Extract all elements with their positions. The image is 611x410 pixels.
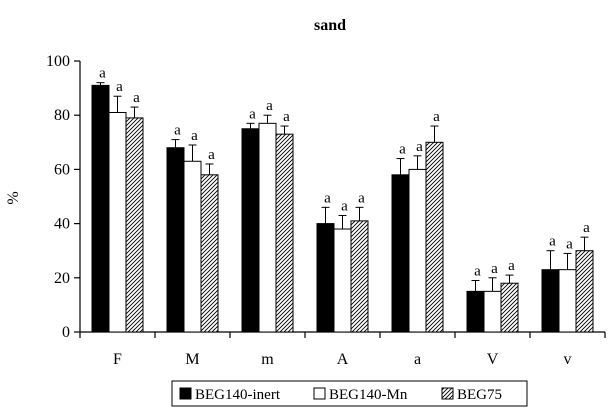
significance-label: a bbox=[508, 258, 515, 274]
bar bbox=[558, 269, 577, 333]
significance-label: a bbox=[416, 139, 423, 155]
y-tick-label: 60 bbox=[54, 161, 70, 178]
x-tick-label: v bbox=[564, 351, 572, 368]
significance-label: a bbox=[249, 106, 256, 122]
bar bbox=[258, 122, 277, 333]
bar bbox=[391, 174, 410, 333]
significance-label: a bbox=[116, 79, 123, 95]
bar bbox=[316, 223, 335, 333]
bar bbox=[575, 250, 594, 333]
bar bbox=[425, 141, 444, 333]
y-tick-label: 100 bbox=[46, 53, 70, 70]
significance-label: a bbox=[99, 66, 106, 82]
legend-label: BEG140-Mn bbox=[329, 387, 408, 403]
bar bbox=[183, 160, 202, 333]
significance-label: a bbox=[341, 198, 348, 214]
legend-swatch bbox=[441, 387, 454, 400]
y-axis-label: % bbox=[5, 191, 22, 204]
bar bbox=[91, 84, 110, 333]
x-tick-label: a bbox=[414, 351, 421, 368]
significance-label: a bbox=[399, 142, 406, 158]
bar bbox=[466, 290, 485, 333]
bar bbox=[241, 128, 260, 333]
chart-title: sand bbox=[314, 17, 346, 34]
bar bbox=[200, 174, 219, 333]
significance-label: a bbox=[324, 190, 331, 206]
y-tick-label: 80 bbox=[54, 107, 70, 124]
significance-label: a bbox=[566, 236, 573, 252]
significance-label: a bbox=[583, 220, 590, 236]
legend-box bbox=[171, 380, 528, 407]
y-tick-label: 0 bbox=[62, 324, 70, 341]
bar bbox=[275, 133, 294, 333]
bar bbox=[350, 220, 369, 333]
significance-label: a bbox=[174, 123, 181, 139]
x-tick-label: V bbox=[487, 351, 499, 368]
bar bbox=[408, 168, 427, 333]
significance-label: a bbox=[133, 90, 140, 106]
significance-label: a bbox=[283, 109, 290, 125]
bar bbox=[500, 282, 519, 333]
significance-label: a bbox=[491, 261, 498, 277]
bar bbox=[125, 117, 144, 333]
y-tick-label: 20 bbox=[54, 270, 70, 287]
x-tick-label: M bbox=[185, 351, 199, 368]
legend-label: BEG75 bbox=[457, 387, 502, 403]
significance-label: a bbox=[549, 234, 556, 250]
significance-label: a bbox=[474, 264, 481, 280]
legend-swatch bbox=[313, 387, 326, 400]
x-tick-label: m bbox=[261, 351, 274, 368]
y-tick-label: 40 bbox=[54, 216, 70, 233]
legend-swatch bbox=[179, 387, 192, 400]
legend: BEG140-inert BEG140-Mn BEG75 bbox=[171, 380, 528, 407]
x-tick-label: F bbox=[113, 351, 122, 368]
bar bbox=[166, 147, 185, 333]
bar bbox=[333, 228, 352, 333]
legend-label: BEG140-inert bbox=[195, 387, 281, 403]
x-tick-label: A bbox=[337, 351, 349, 368]
bar bbox=[483, 290, 502, 333]
significance-label: a bbox=[266, 98, 273, 114]
bar bbox=[541, 269, 560, 333]
significance-label: a bbox=[191, 128, 198, 144]
significance-label: a bbox=[358, 190, 365, 206]
bar bbox=[108, 111, 127, 333]
significance-label: a bbox=[208, 147, 215, 163]
significance-label: a bbox=[433, 109, 440, 125]
